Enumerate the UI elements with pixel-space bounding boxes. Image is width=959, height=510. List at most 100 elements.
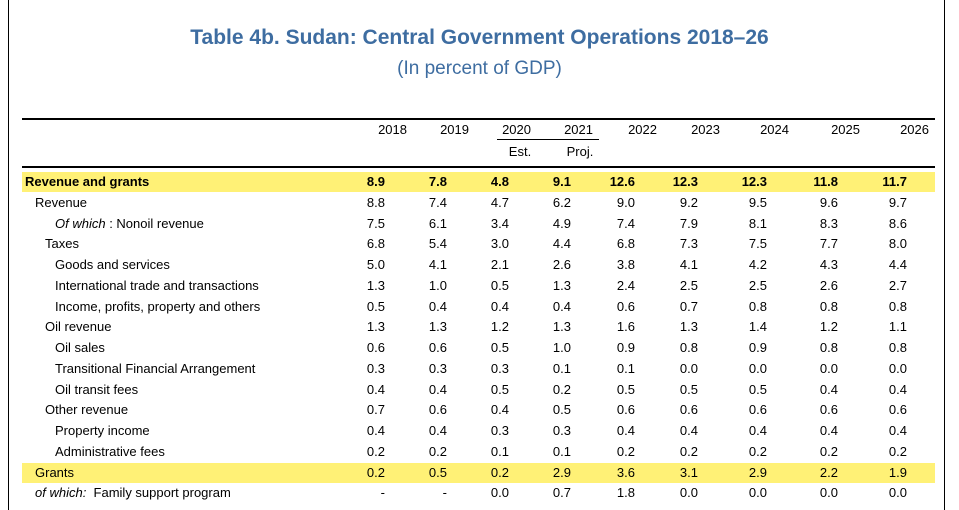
cell-2023: 7.9 xyxy=(679,216,698,231)
cell-2020: 0.4 xyxy=(490,402,509,417)
table-row: Revenue and grants 8.9 7.8 4.8 9.1 12.6 12.3 12… xyxy=(22,172,935,192)
year-header-2022: 2022 xyxy=(628,122,657,137)
cell-2021: 1.3 xyxy=(552,278,571,293)
cell-2019: 0.3 xyxy=(428,361,447,376)
row-label: Revenue xyxy=(35,195,87,210)
header-bottom-rule xyxy=(22,166,935,168)
row-label-text: Other revenue xyxy=(45,402,129,417)
cell-2024: 1.4 xyxy=(748,319,767,334)
cell-2026: 0.8 xyxy=(888,299,907,314)
row-label: of which: Family support program xyxy=(35,485,231,500)
cell-2025: 11.8 xyxy=(813,174,838,189)
year-header-2026: 2026 xyxy=(900,122,929,137)
table-row: Grants 0.2 0.5 0.2 2.9 3.6 3.1 2.9 2.2 1.9 xyxy=(22,463,935,483)
cell-2018: 0.2 xyxy=(366,465,385,480)
cell-2019: 0.4 xyxy=(428,382,447,397)
cell-2025: 9.6 xyxy=(819,195,838,210)
cell-2021: 0.1 xyxy=(552,361,571,376)
cell-2020: 4.7 xyxy=(490,195,509,210)
note-est: Est. xyxy=(508,144,532,159)
row-label-text: Transitional Financial Arrangement xyxy=(55,361,256,376)
table-row: Oil transit fees 0.4 0.4 0.5 0.2 0.5 0.5 0.5 0.4… xyxy=(22,380,935,400)
year-header-2024: 2024 xyxy=(760,122,789,137)
table-row: Revenue 8.8 7.4 4.7 6.2 9.0 9.2 9.5 9.6 9.7 xyxy=(22,193,935,213)
cell-2026: 0.2 xyxy=(888,444,907,459)
cell-2020: 0.0 xyxy=(490,485,509,500)
cell-2022: 0.2 xyxy=(616,444,635,459)
row-label-text: Oil transit fees xyxy=(55,382,139,397)
cell-2018: 7.5 xyxy=(366,216,385,231)
row-label-text: Administrative fees xyxy=(55,444,165,459)
cell-2023: 4.1 xyxy=(679,257,698,272)
row-label-text: Income, profits, property and others xyxy=(55,299,261,314)
cell-2023: 3.1 xyxy=(679,465,698,480)
row-label-italic: of which: xyxy=(35,485,87,500)
row-label-text: International trade and transactions xyxy=(55,278,259,293)
cell-2025: 0.8 xyxy=(819,299,838,314)
cell-2018: 0.4 xyxy=(366,423,385,438)
cell-2025: 0.0 xyxy=(819,485,838,500)
cell-2026: 8.0 xyxy=(888,236,907,251)
cell-2023: 0.0 xyxy=(679,485,698,500)
table-row: Oil sales 0.6 0.6 0.5 1.0 0.9 0.8 0.9 0.8 0.8 xyxy=(22,338,935,358)
cell-2018: 0.6 xyxy=(366,340,385,355)
cell-2019: 0.6 xyxy=(428,340,447,355)
cell-2024: 12.3 xyxy=(741,174,767,189)
cell-2024: 0.6 xyxy=(748,402,767,417)
cell-2018: 0.4 xyxy=(366,382,385,397)
row-label: Taxes xyxy=(45,236,79,251)
cell-2026: 4.4 xyxy=(888,257,907,272)
year-header-2020: 2020 xyxy=(502,122,531,137)
cell-2021: 4.9 xyxy=(552,216,571,231)
year-header-2021: 2021 xyxy=(564,122,593,137)
row-label: Goods and services xyxy=(55,257,170,272)
year-header-2019: 2019 xyxy=(440,122,469,137)
cell-2026: 0.4 xyxy=(888,423,907,438)
cell-2025: 0.0 xyxy=(819,361,838,376)
cell-2024: 9.5 xyxy=(748,195,767,210)
cell-2021: 6.2 xyxy=(552,195,571,210)
cell-2024: 4.2 xyxy=(748,257,767,272)
cell-2020: 1.2 xyxy=(490,319,509,334)
cell-2022: 1.8 xyxy=(616,485,635,500)
cell-2020: 3.0 xyxy=(490,236,509,251)
cell-2021: 1.0 xyxy=(552,340,571,355)
cell-2026: 9.7 xyxy=(888,195,907,210)
cell-2021: 9.1 xyxy=(552,174,571,189)
cell-2019: 4.1 xyxy=(428,257,447,272)
cell-2025: 1.2 xyxy=(819,319,838,334)
est-proj-underline xyxy=(497,139,599,140)
cell-2023: 0.0 xyxy=(679,361,698,376)
cell-2023: 0.8 xyxy=(679,340,698,355)
left-border xyxy=(8,0,9,510)
cell-2019: 5.4 xyxy=(428,236,447,251)
cell-2024: 0.2 xyxy=(748,444,767,459)
cell-2024: 2.5 xyxy=(748,278,767,293)
cell-2022: 6.8 xyxy=(616,236,635,251)
cell-2018: 1.3 xyxy=(366,278,385,293)
table-title: Table 4b. Sudan: Central Government Oper… xyxy=(190,26,769,49)
cell-2022: 0.9 xyxy=(616,340,635,355)
table-row: Other revenue 0.7 0.6 0.4 0.5 0.6 0.6 0.6 0.6 0.6 xyxy=(22,400,935,420)
cell-2022: 3.8 xyxy=(616,257,635,272)
cell-2024: 0.9 xyxy=(748,340,767,355)
cell-2025: 4.3 xyxy=(819,257,838,272)
cell-2026: 8.6 xyxy=(888,216,907,231)
cell-2022: 1.6 xyxy=(616,319,635,334)
cell-2023: 7.3 xyxy=(679,236,698,251)
cell-2026: 1.1 xyxy=(888,319,907,334)
cell-2025: 7.7 xyxy=(819,236,838,251)
cell-2019: 1.3 xyxy=(428,319,447,334)
right-border xyxy=(944,0,945,510)
cell-2018: 0.7 xyxy=(366,402,385,417)
row-label: Transitional Financial Arrangement xyxy=(55,361,255,376)
cell-2024: 0.8 xyxy=(748,299,767,314)
cell-2023: 12.3 xyxy=(672,174,698,189)
cell-2025: 2.2 xyxy=(819,465,838,480)
cell-2020: 0.2 xyxy=(490,465,509,480)
table-row: Oil revenue 1.3 1.3 1.2 1.3 1.6 1.3 1.4 1.2 1.1 xyxy=(22,317,935,337)
row-label: Income, profits, property and others xyxy=(55,299,260,314)
year-header-2018: 2018 xyxy=(378,122,407,137)
cell-2024: 8.1 xyxy=(748,216,767,231)
cell-2023: 0.4 xyxy=(679,423,698,438)
